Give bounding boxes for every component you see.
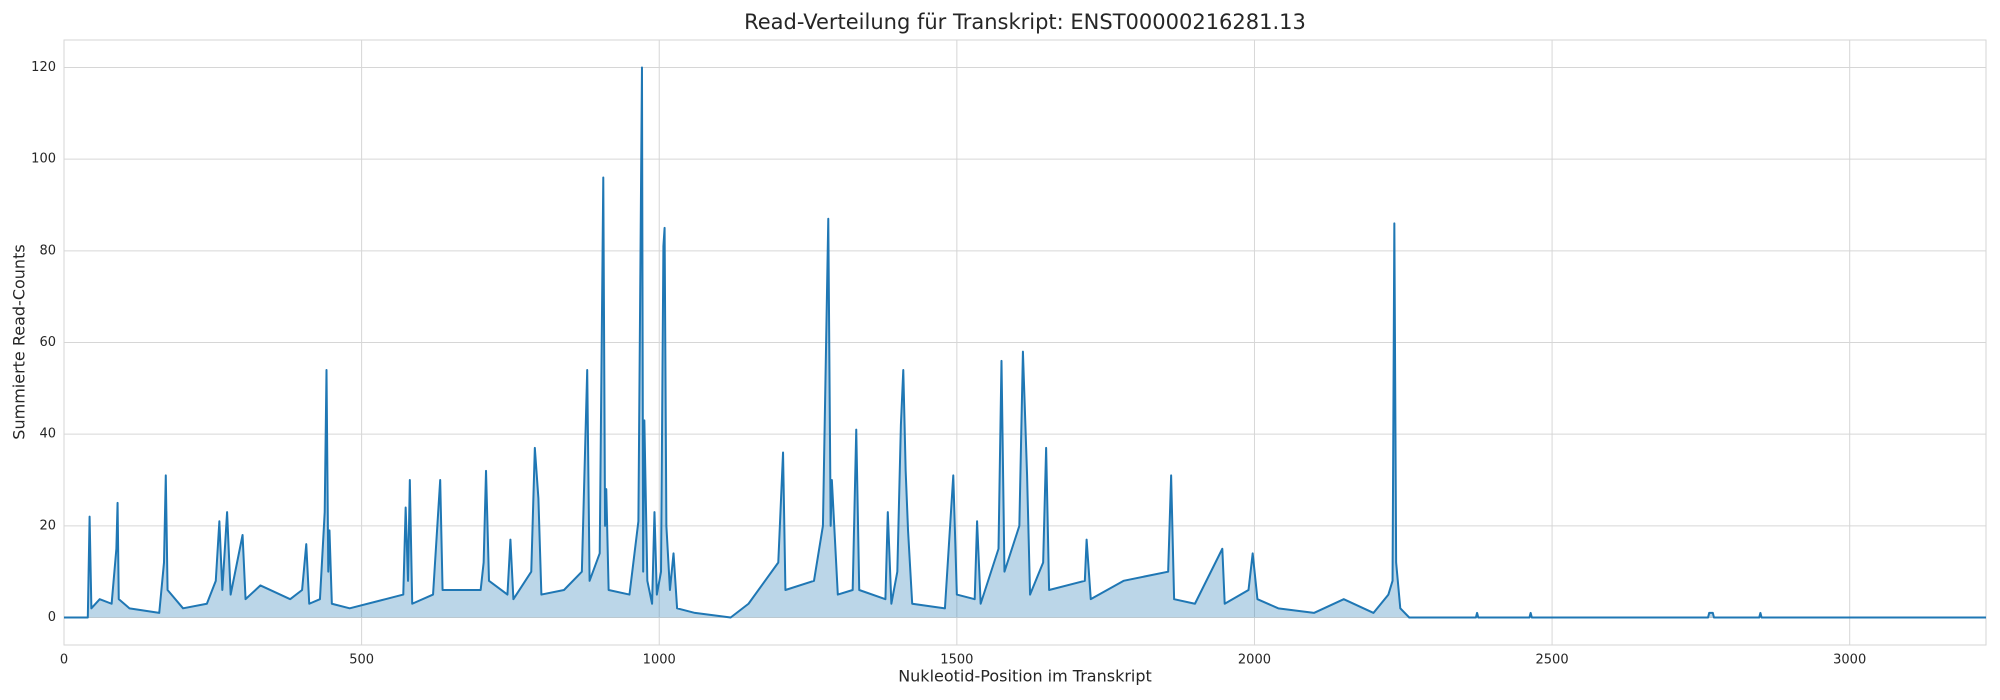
chart-title: Read-Verteilung für Transkript: ENST0000… [744, 10, 1306, 34]
x-axis-label: Nukleotid-Position im Transkript [898, 667, 1152, 686]
x-tick-label: 3000 [1833, 653, 1866, 668]
y-axis-label: Summierte Read-Counts [10, 244, 29, 439]
x-tick-label: 0 [60, 653, 68, 668]
line [64, 66, 1986, 619]
y-tick-label: 20 [39, 518, 56, 533]
y-tick-label: 40 [39, 427, 56, 442]
y-tick-label: 60 [39, 335, 56, 350]
x-tick-label: 2000 [1238, 653, 1271, 668]
y-tick-label: 80 [39, 243, 56, 258]
y-tick-label: 100 [31, 152, 56, 167]
x-tick-label: 500 [349, 653, 374, 668]
x-tick-label: 2500 [1536, 653, 1569, 668]
x-tick-label: 1500 [940, 653, 973, 668]
y-tick-label: 120 [31, 60, 56, 75]
area [64, 67, 1986, 618]
x-tick-label: 1000 [643, 653, 676, 668]
y-tick-label: 0 [48, 610, 56, 625]
plot-frame [63, 39, 1987, 646]
